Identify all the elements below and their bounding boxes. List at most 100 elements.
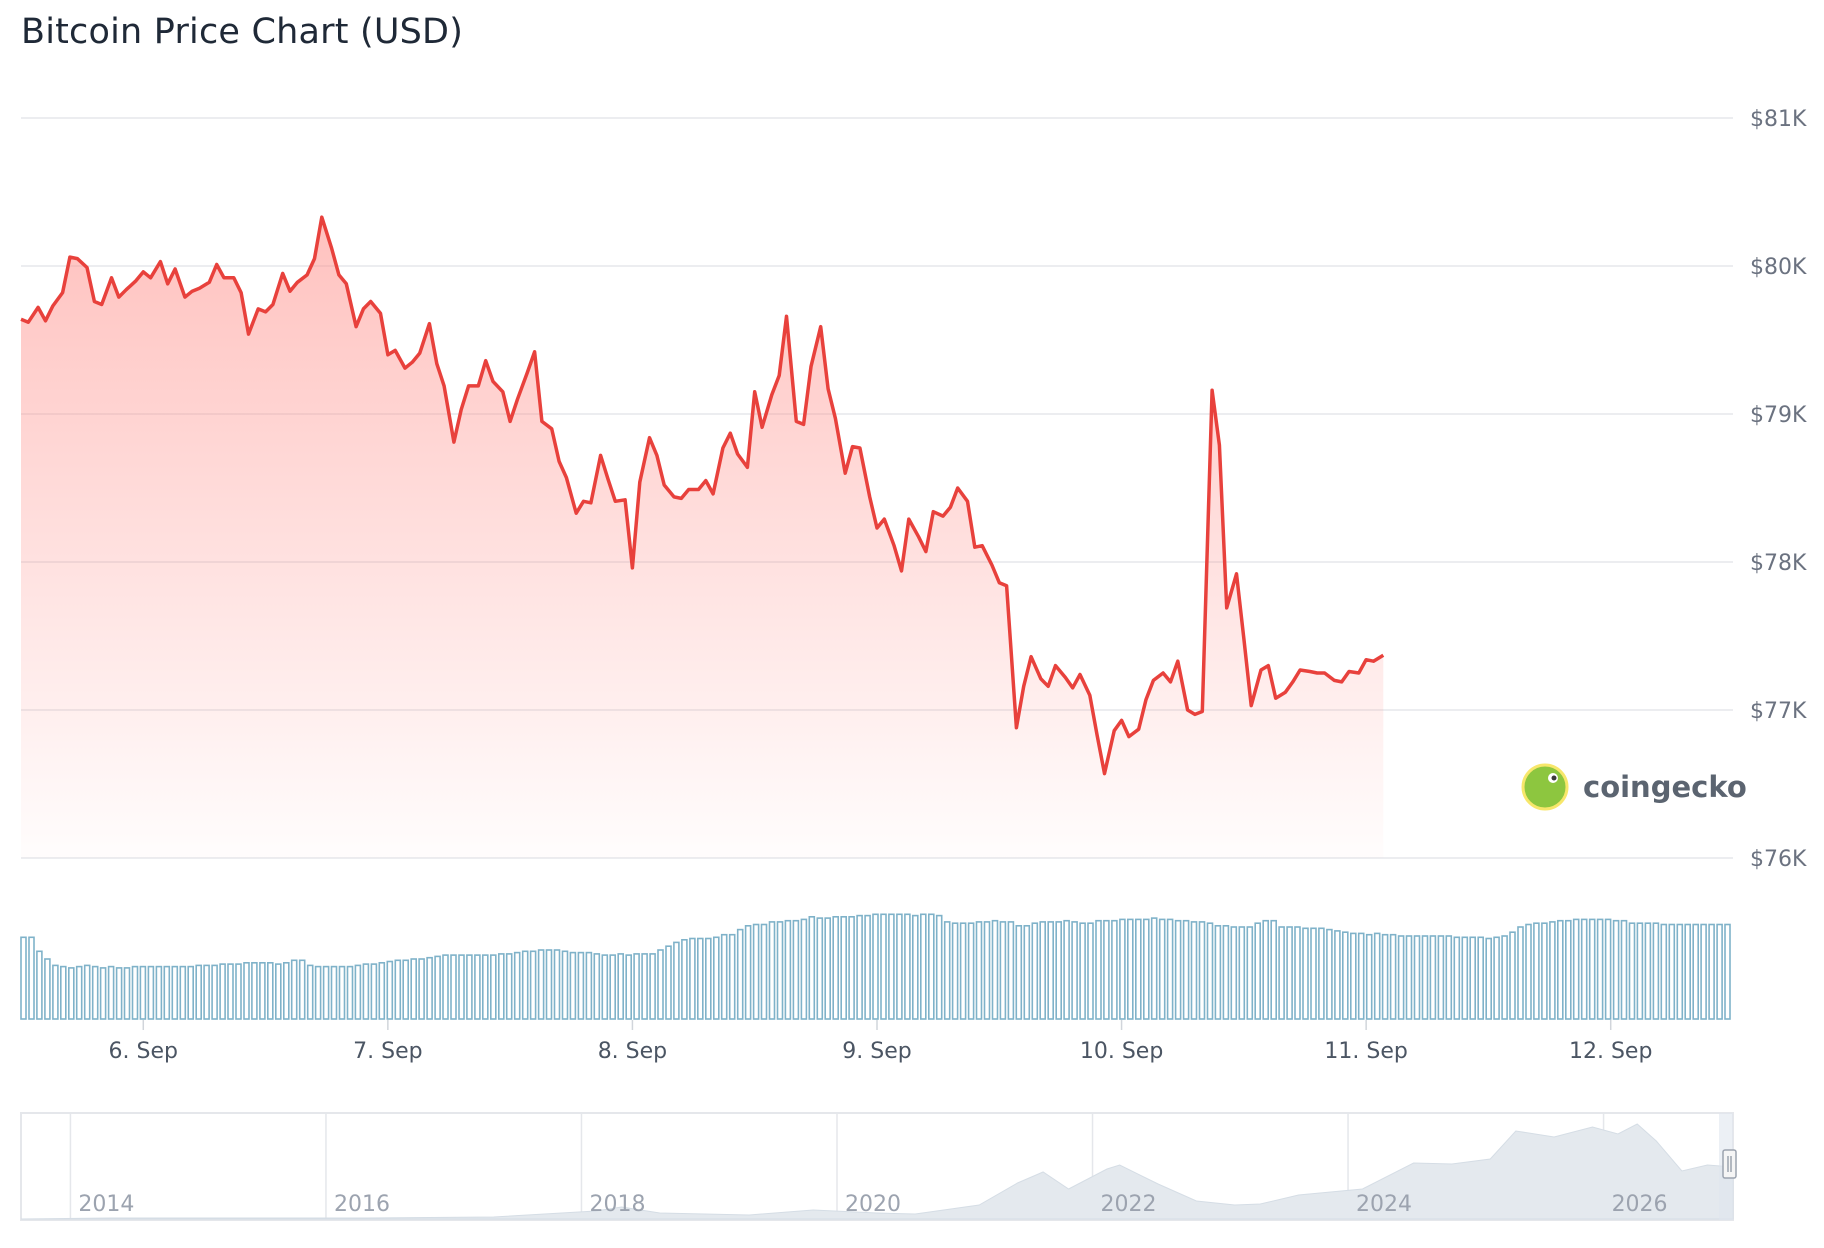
volume-bar	[1541, 922, 1548, 1020]
volume-bar	[1095, 919, 1102, 1020]
volume-bar	[1007, 921, 1015, 1020]
volume-bar	[704, 937, 712, 1020]
volume-bar	[1517, 926, 1524, 1020]
volume-bar	[68, 967, 75, 1020]
volume-bar	[673, 941, 680, 1020]
volume-bar	[1071, 921, 1078, 1020]
volume-bar	[1222, 924, 1230, 1020]
volume-bar	[1262, 919, 1269, 1020]
volume-bar	[52, 964, 59, 1020]
volume-bar	[1039, 921, 1046, 1020]
volume-bar	[251, 961, 258, 1020]
volume-bar	[1644, 922, 1652, 1020]
volume-bar	[147, 965, 155, 1020]
volume-bar	[1135, 918, 1142, 1020]
volume-bar	[195, 964, 202, 1020]
volume-bar	[1604, 918, 1612, 1020]
volume-bar	[1588, 918, 1596, 1020]
volume-bar	[1477, 936, 1484, 1020]
navigator-tick-label: 2026	[1612, 1192, 1668, 1217]
volume-bar	[115, 967, 123, 1020]
volume-bar	[75, 965, 83, 1020]
volume-bar	[1286, 926, 1293, 1020]
volume-bar	[44, 958, 51, 1020]
volume-bar	[20, 936, 27, 1020]
volume-bar	[768, 921, 776, 1020]
x-axis-labels: 6. Sep 7. Sep 8. Sep 9. Sep 10. Sep 11. Sep 12…	[109, 1020, 1652, 1064]
volume-bar	[943, 921, 951, 1020]
range-navigator[interactable]: 2014 2016 2018 2020 2022 2024 2026	[20, 1112, 1737, 1221]
price-area-layer	[21, 217, 1384, 858]
volume-bar	[1437, 935, 1445, 1020]
volume-bar	[609, 954, 617, 1020]
volume-bar	[1509, 931, 1516, 1020]
volume-bar	[434, 955, 441, 1020]
volume-bar	[1596, 918, 1604, 1020]
volume-bar	[227, 963, 234, 1020]
volume-bar	[808, 915, 816, 1020]
volume-bar	[752, 923, 760, 1020]
volume-bar	[1549, 921, 1556, 1020]
volume-bar	[1580, 918, 1588, 1020]
volume-bar	[896, 913, 903, 1020]
volume-bar	[999, 921, 1007, 1020]
volume-bar	[641, 953, 648, 1020]
volume-bar	[155, 965, 163, 1020]
volume-bar	[59, 965, 67, 1020]
volume-bar	[935, 914, 943, 1020]
volume-bar	[1103, 919, 1110, 1020]
volume-bar	[1628, 922, 1636, 1020]
volume-bar	[1190, 921, 1198, 1020]
volume-bar	[346, 965, 354, 1020]
price-line[interactable]	[20, 215, 1385, 776]
y-tick-label: $80K	[1750, 255, 1807, 280]
volume-bar	[274, 963, 282, 1020]
volume-bar	[418, 958, 425, 1020]
volume-bar	[784, 919, 792, 1020]
volume-bar	[314, 965, 322, 1020]
volume-bar	[888, 913, 895, 1020]
coingecko-wordmark: coingecko	[1583, 770, 1747, 804]
navigator-area-path	[20, 1123, 1734, 1220]
y-tick-label: $78K	[1750, 551, 1807, 576]
volume-bar	[1350, 932, 1357, 1020]
volume-bar	[458, 954, 465, 1020]
volume-bar	[1660, 923, 1668, 1020]
volume-bar	[919, 913, 927, 1020]
volume-bar	[442, 954, 449, 1020]
volume-bar	[290, 959, 298, 1020]
y-tick-label: $77K	[1750, 699, 1807, 724]
volume-bar	[689, 937, 696, 1020]
volume-bar	[306, 964, 314, 1020]
volume-bar	[131, 965, 139, 1020]
price-area	[21, 217, 1384, 858]
volume-bar	[1565, 919, 1572, 1020]
x-tick-label: 12. Sep	[1569, 1039, 1652, 1064]
volume-bar	[1461, 936, 1469, 1020]
volume-bar	[657, 949, 664, 1020]
volume-bar	[1357, 932, 1365, 1020]
navigator-handle-icon[interactable]	[1722, 1149, 1737, 1179]
volume-bar	[171, 965, 179, 1020]
volume-bar	[1055, 921, 1062, 1020]
volume-bar	[1469, 936, 1476, 1020]
volume-bar	[1421, 935, 1429, 1020]
navigator-axis-labels: 2014 2016 2018 2020 2022 2024 2026	[78, 1192, 1667, 1217]
volume-bar	[1278, 926, 1285, 1020]
volume-bar	[1525, 923, 1532, 1020]
navigator-tick-label: 2018	[589, 1192, 645, 1217]
volume-bar	[466, 954, 473, 1020]
price-line-layer[interactable]	[20, 215, 1385, 776]
volume-bar	[537, 949, 545, 1020]
volume-bar	[450, 954, 457, 1020]
volume-bar	[1143, 918, 1150, 1020]
volume-bar	[91, 965, 99, 1020]
volume-bar	[1310, 927, 1317, 1020]
volume-bar	[394, 959, 402, 1020]
volume-bar	[1294, 926, 1301, 1020]
y-tick-label: $76K	[1750, 847, 1807, 872]
volume-bar	[617, 953, 625, 1020]
volume-bar	[1365, 933, 1373, 1020]
volume-bar	[800, 918, 808, 1020]
